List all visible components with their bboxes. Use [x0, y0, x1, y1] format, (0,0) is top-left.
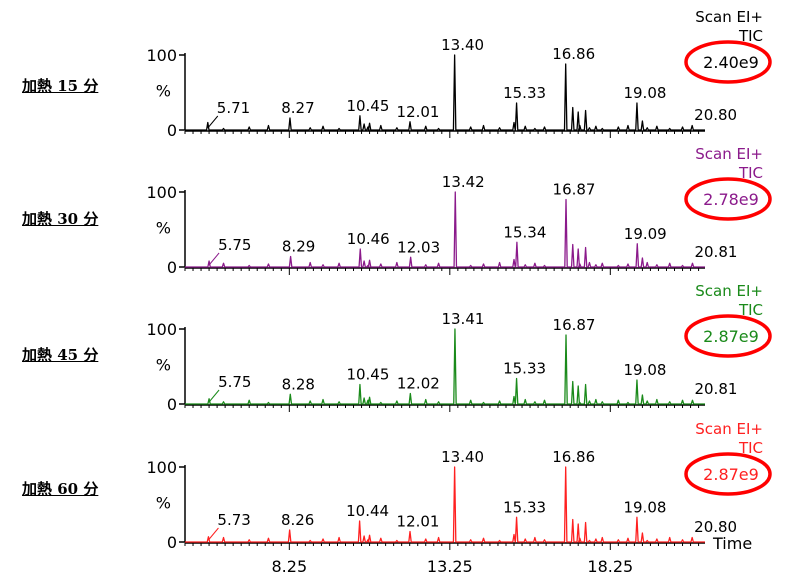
peak-label: 13.41 — [441, 310, 484, 328]
panel-label-60min: 加熱 60 分 — [22, 480, 99, 498]
intensity-value: 2.87e9 — [703, 465, 759, 484]
tic-label: TIC — [738, 164, 763, 182]
chromatogram-trace — [185, 466, 705, 543]
scan-mode-label: Scan EI+ — [695, 282, 763, 300]
scan-mode-label: Scan EI+ — [695, 420, 763, 438]
peak-label: 8.26 — [281, 511, 314, 529]
peak-label: 10.44 — [346, 502, 389, 520]
y-axis-label: % — [156, 82, 171, 101]
y-axis-label: % — [156, 219, 171, 238]
peak-leader-line — [208, 389, 220, 403]
peak-label: 16.87 — [553, 316, 596, 334]
chromatogram-trace — [185, 191, 705, 268]
peak-label: 19.08 — [623, 84, 666, 102]
intensity-highlight-ellipse — [684, 177, 772, 221]
peak-label: 12.01 — [397, 513, 440, 531]
x-axis-label: Time — [712, 534, 752, 553]
peak-label: 8.28 — [282, 375, 315, 393]
peak-label: 10.46 — [347, 230, 390, 248]
peak-label: 8.29 — [282, 238, 315, 256]
intensity-highlight-ellipse — [684, 452, 772, 496]
peak-label: 20.80 — [694, 518, 737, 536]
y-tick-label: 0 — [167, 258, 177, 277]
intensity-highlight-ellipse — [684, 40, 772, 84]
peak-label: 20.81 — [694, 243, 737, 261]
panel-label-45min: 加熱 45 分 — [22, 346, 99, 364]
panel-label-15min: 加熱 15 分 — [22, 77, 99, 95]
x-tick-label: 8.25 — [272, 557, 308, 576]
y-tick-label: 0 — [167, 121, 177, 140]
peak-leader-line — [208, 527, 219, 541]
chromatogram-trace — [185, 54, 705, 131]
intensity-value: 2.40e9 — [703, 53, 759, 72]
chromatogram-trace — [185, 328, 705, 405]
scan-mode-label: Scan EI+ — [695, 8, 763, 26]
peak-label: 10.45 — [346, 366, 389, 384]
peak-label: 12.01 — [397, 103, 440, 121]
peak-label: 15.33 — [503, 84, 546, 102]
peak-label: 20.81 — [694, 380, 737, 398]
tic-label: TIC — [738, 27, 763, 45]
y-axis-label: % — [156, 356, 171, 375]
peak-label: 16.86 — [552, 45, 595, 63]
panel-label-30min: 加熱 30 分 — [22, 210, 99, 228]
intensity-highlight-ellipse — [684, 314, 772, 358]
peak-label: 16.86 — [552, 448, 595, 466]
y-tick-label: 0 — [167, 533, 177, 552]
peak-label: 15.33 — [503, 498, 546, 516]
peak-label: 16.87 — [553, 181, 596, 199]
peak-label: 5.71 — [217, 99, 250, 117]
y-axis-label: % — [156, 494, 171, 513]
peak-label: 15.34 — [503, 223, 546, 241]
peak-label: 13.40 — [441, 448, 484, 466]
peak-label: 10.45 — [346, 97, 389, 115]
y-tick-label: 100 — [146, 46, 177, 65]
peak-label: 19.09 — [624, 225, 667, 243]
peak-leader-line — [208, 252, 220, 266]
scan-mode-label: Scan EI+ — [695, 145, 763, 163]
peak-label: 5.75 — [218, 236, 251, 254]
peak-label: 8.27 — [281, 99, 314, 117]
peak-label: 12.03 — [397, 238, 440, 256]
peak-label: 13.40 — [441, 36, 484, 54]
x-tick-label: 18.25 — [587, 557, 633, 576]
peak-label: 15.33 — [503, 360, 546, 378]
peak-label: 5.75 — [218, 373, 251, 391]
tic-label: TIC — [738, 301, 763, 319]
intensity-value: 2.78e9 — [703, 190, 759, 209]
intensity-value: 2.87e9 — [703, 327, 759, 346]
y-tick-label: 100 — [146, 458, 177, 477]
peak-label: 12.02 — [397, 375, 440, 393]
peak-label: 13.42 — [442, 173, 485, 191]
peak-label: 19.08 — [623, 361, 666, 379]
peak-leader-line — [207, 115, 219, 129]
peak-label: 19.08 — [623, 498, 666, 516]
y-tick-label: 0 — [167, 395, 177, 414]
peak-label: 20.80 — [694, 106, 737, 124]
x-tick-label: 13.25 — [427, 557, 473, 576]
y-tick-label: 100 — [146, 320, 177, 339]
tic-label: TIC — [738, 439, 763, 457]
y-tick-label: 100 — [146, 183, 177, 202]
peak-label: 5.73 — [217, 511, 250, 529]
